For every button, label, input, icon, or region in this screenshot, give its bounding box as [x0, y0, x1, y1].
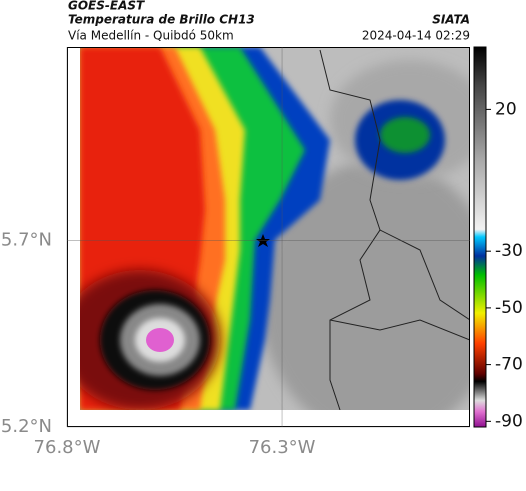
timestamp: 2024-04-14 02:29: [362, 29, 470, 43]
map-border: [67, 47, 470, 427]
map: [67, 47, 470, 427]
colorbar-tick-label: -50: [495, 298, 523, 318]
source: GOES-EAST: [68, 0, 145, 13]
colorbar-tick-label: -30: [495, 241, 523, 261]
imagery: [80, 47, 470, 410]
lat-tick-label: 5.7°N: [1, 230, 52, 251]
lon-tick-label: 76.3°W: [249, 437, 316, 458]
title: Temperatura de Brillo CH13: [68, 13, 255, 27]
agency: SIATA: [432, 13, 470, 27]
colorbar-tick-label: -70: [495, 355, 523, 375]
lon-tick-label: 76.8°W: [34, 437, 101, 458]
colorbar-tick-label: 20: [495, 99, 517, 119]
lat-tick-label: 5.2°N: [1, 416, 52, 437]
subtitle: Vía Medellín - Quibdó 50km: [68, 29, 234, 43]
colorbar: [473, 46, 487, 428]
colorbar-tick-label: -90: [495, 411, 523, 431]
